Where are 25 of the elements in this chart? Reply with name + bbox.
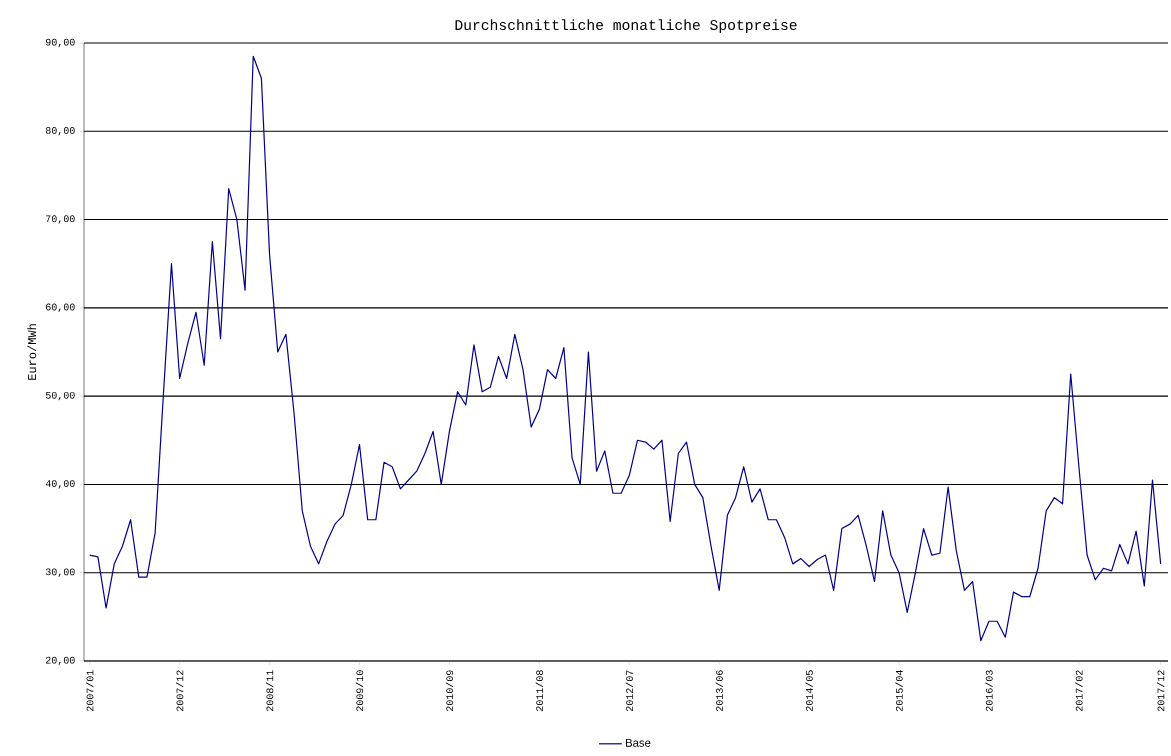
x-tick-label: 2009/10 xyxy=(355,670,364,711)
x-tick-label: 2013/06 xyxy=(715,670,723,711)
y-tick-label: 50,00 xyxy=(45,391,75,401)
x-tick-label: 2017/02 xyxy=(1075,670,1083,711)
x-tick-label: 2016/03 xyxy=(985,670,993,711)
x-tick-label: 2007/12 xyxy=(175,670,184,711)
y-axis-title: Euro/MWh xyxy=(27,324,37,380)
y-tick-label: 40,00 xyxy=(45,480,75,489)
legend-label: Base xyxy=(625,738,651,747)
x-tick-label: 2014/05 xyxy=(805,670,813,711)
line-series xyxy=(89,55,1162,642)
y-tick-label: 70,00 xyxy=(46,215,75,224)
chart-title: Durchschnittliche monatliche Spotpreise xyxy=(455,19,797,33)
x-tick-label: 2012/07 xyxy=(625,670,633,711)
y-tick-label: 20,00 xyxy=(46,656,75,666)
x-tick-label: 2011/08 xyxy=(535,670,544,711)
x-tick-label: 2007/01 xyxy=(86,670,94,711)
x-tick-label: 2010/09 xyxy=(445,670,454,711)
x-tick-label: 2015/04 xyxy=(895,670,903,711)
x-tick-label: 2017/12 xyxy=(1156,670,1165,711)
y-tick-label: 90,00 xyxy=(45,38,75,48)
x-tick-label: 2008/11 xyxy=(265,670,274,711)
y-tick-label: 60,00 xyxy=(46,303,75,313)
y-tick-label: 80,00 xyxy=(45,127,75,136)
y-tick-label: 30,00 xyxy=(45,568,75,577)
